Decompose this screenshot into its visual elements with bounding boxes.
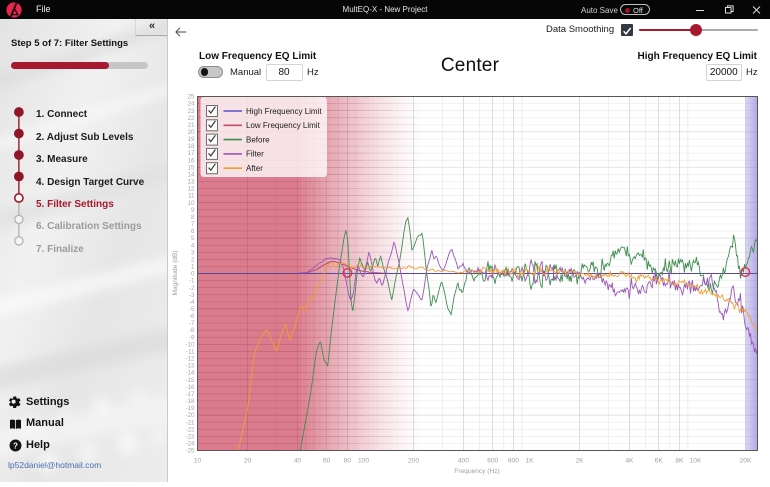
svg-text:5: 5 [191,235,195,242]
svg-text:-24: -24 [186,441,196,448]
svg-text:-25: -25 [186,448,196,455]
svg-text:6: 6 [191,228,195,235]
svg-text:Low Frequency Limit: Low Frequency Limit [246,121,321,130]
svg-text:-2: -2 [189,285,195,292]
svg-text:-23: -23 [186,433,196,440]
svg-text:-9: -9 [189,334,195,341]
svg-text:20: 20 [188,129,195,136]
svg-text:-15: -15 [186,377,196,384]
svg-text:3: 3 [191,249,195,256]
svg-text:4K: 4K [625,458,634,465]
svg-text:23: 23 [188,108,195,115]
svg-text:Magnitude (dB): Magnitude (dB) [172,250,179,295]
svg-text:After: After [246,164,263,173]
svg-text:16: 16 [188,157,195,164]
svg-text:-6: -6 [189,313,195,320]
svg-text:7: 7 [191,221,195,228]
svg-text:60: 60 [323,458,331,465]
svg-text:14: 14 [188,171,195,178]
svg-text:18: 18 [188,143,195,150]
svg-text:-18: -18 [186,398,196,405]
svg-text:-3: -3 [189,292,195,299]
svg-text:?: ? [13,441,18,450]
svg-text:-7: -7 [189,320,195,327]
svg-text:80: 80 [344,458,352,465]
svg-text:11: 11 [188,193,195,200]
svg-text:-12: -12 [186,356,196,363]
svg-text:40: 40 [294,458,302,465]
svg-text:20K: 20K [740,458,752,465]
svg-text:800: 800 [508,458,519,465]
svg-text:8: 8 [191,214,195,221]
svg-text:17: 17 [188,150,195,157]
svg-text:-22: -22 [186,426,196,433]
svg-text:24: 24 [188,101,195,108]
svg-text:Frequency (Hz): Frequency (Hz) [454,468,499,475]
svg-text:6K: 6K [655,458,664,465]
svg-text:10: 10 [194,458,202,465]
svg-text:-10: -10 [186,341,196,348]
svg-text:-19: -19 [186,405,196,412]
svg-text:High Frequency Limit: High Frequency Limit [246,107,322,116]
svg-text:19: 19 [188,136,195,143]
svg-text:10K: 10K [690,458,702,465]
svg-text:200: 200 [408,458,419,465]
svg-text:-21: -21 [186,419,196,426]
svg-text:-14: -14 [186,370,196,377]
svg-text:10: 10 [188,200,195,207]
svg-text:100: 100 [358,458,369,465]
svg-text:12: 12 [188,186,195,193]
svg-text:25: 25 [188,94,195,101]
svg-text:21: 21 [188,122,195,129]
svg-text:-11: -11 [186,348,195,355]
svg-text:-4: -4 [189,299,195,306]
svg-text:Before: Before [246,135,270,144]
svg-text:9: 9 [191,207,195,214]
svg-text:1K: 1K [525,458,534,465]
svg-text:Filter: Filter [246,150,264,159]
svg-text:2K: 2K [575,458,584,465]
svg-text:22: 22 [188,115,195,122]
svg-text:8K: 8K [675,458,684,465]
svg-text:4: 4 [191,242,195,249]
svg-text:-5: -5 [189,306,195,313]
svg-text:1: 1 [191,264,195,271]
svg-text:13: 13 [188,179,195,186]
svg-text:2: 2 [191,256,195,263]
svg-text:-17: -17 [186,391,196,398]
svg-text:15: 15 [188,164,195,171]
svg-text:-20: -20 [186,412,196,419]
svg-text:400: 400 [458,458,469,465]
svg-text:-8: -8 [189,327,195,334]
svg-text:600: 600 [487,458,498,465]
svg-text:-16: -16 [186,384,196,391]
svg-text:0: 0 [191,271,195,278]
svg-text:20: 20 [244,458,252,465]
svg-text:-13: -13 [186,363,196,370]
svg-text:-1: -1 [189,278,195,285]
